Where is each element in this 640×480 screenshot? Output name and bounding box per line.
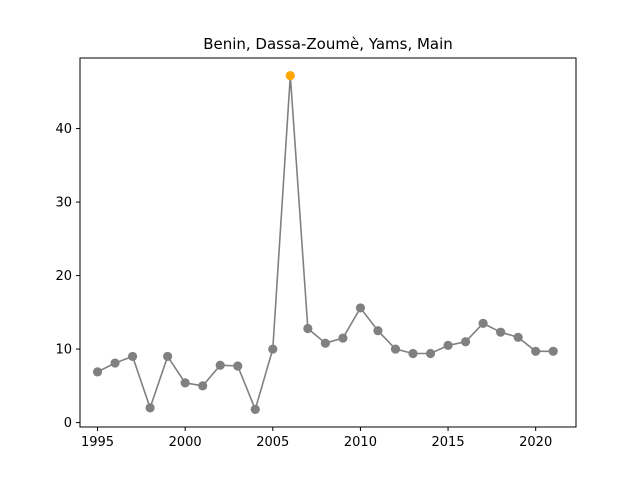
data-point	[496, 327, 506, 337]
x-tick-label: 2015	[432, 435, 465, 450]
data-point	[92, 367, 103, 377]
data-point	[408, 348, 418, 359]
axes-frame	[79, 57, 577, 428]
data-point	[338, 333, 348, 343]
data-point	[250, 404, 260, 414]
data-point	[233, 361, 243, 371]
x-tick-label: 1995	[81, 435, 114, 450]
chart-title: Benin, Dassa-Zoumè, Yams, Main	[203, 35, 453, 53]
x-tick-label: 2010	[344, 435, 377, 450]
data-point	[373, 326, 383, 336]
y-tick-label: 0	[64, 416, 72, 431]
x-tick-label: 2020	[519, 435, 552, 450]
axes: 1995 2000 2005 2010 2015 2020 0 10 20 30 40	[55, 57, 577, 450]
data-point	[145, 403, 155, 413]
x-tick-label: 2005	[256, 435, 289, 450]
data-point	[127, 351, 138, 362]
data-point	[355, 303, 366, 313]
data-point	[531, 346, 541, 356]
y-tick-label: 20	[55, 269, 72, 284]
data-point	[180, 378, 190, 388]
data-point	[478, 318, 488, 328]
data-point	[320, 338, 330, 348]
data-point	[390, 344, 401, 354]
x-tick-label: 2000	[169, 435, 202, 450]
data-point	[303, 323, 313, 334]
data-point	[460, 337, 471, 347]
data-point	[215, 360, 225, 370]
data-point	[425, 348, 436, 359]
data-point	[548, 346, 558, 356]
data-point	[163, 351, 173, 362]
data-point	[513, 332, 523, 342]
y-tick-label: 30	[55, 196, 72, 211]
highlight-point	[285, 71, 295, 81]
plot-area	[92, 71, 558, 414]
data-point	[443, 340, 453, 351]
data-point	[110, 358, 120, 368]
data-point	[268, 344, 278, 354]
data-point	[198, 381, 208, 391]
y-tick-label: 40	[55, 122, 72, 137]
y-tick-label: 10	[55, 343, 72, 358]
